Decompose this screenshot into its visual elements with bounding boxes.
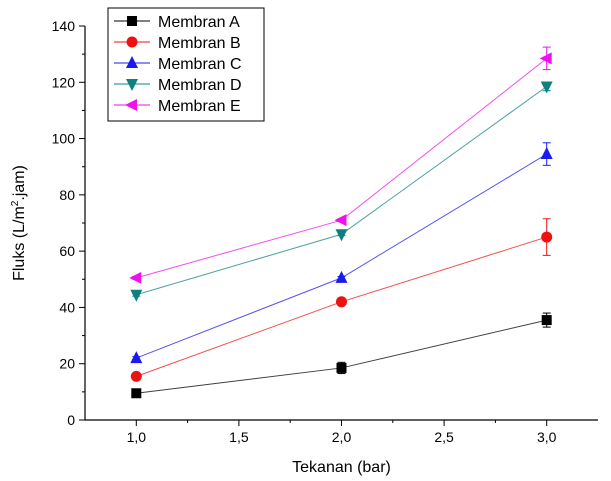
legend-label: Membran C — [158, 56, 242, 73]
x-tick-label: 2,0 — [332, 429, 352, 445]
y-tick-label: 140 — [52, 18, 76, 34]
x-tick-label: 1,0 — [127, 429, 147, 445]
legend-marker — [126, 56, 138, 68]
data-point — [131, 388, 142, 399]
y-axis-title-main: Fluks (L/m — [11, 206, 28, 281]
series-line — [136, 319, 547, 394]
y-tick-label: 120 — [52, 74, 76, 90]
data-point — [129, 271, 142, 284]
legend-marker — [127, 16, 137, 26]
y-tick-label: 20 — [59, 356, 75, 372]
legend: Membran A Membran B Membran C Membran D Memb… — [107, 7, 265, 122]
series-2 — [130, 218, 553, 382]
data-point — [335, 270, 348, 283]
legend-marker — [126, 79, 138, 91]
y-axis-title: Fluks (L/m2.jam) — [10, 165, 28, 281]
legend-entry: Membran B — [114, 35, 241, 52]
series-layer — [129, 46, 553, 399]
y-tick-label: 60 — [59, 243, 75, 259]
legend-entry: Membran A — [114, 14, 240, 31]
legend-entry: Membran C — [114, 56, 242, 73]
data-point — [130, 289, 143, 302]
x-tick-label: 2,5 — [434, 429, 454, 445]
legend-label: Membran E — [158, 98, 241, 115]
axes: 1,0 1,5 2,0 2,5 3,0 0 20 40 60 80 100 120 140 — [52, 18, 598, 445]
legend-entry: Membran E — [114, 98, 241, 115]
data-point — [336, 362, 347, 373]
data-point — [540, 81, 553, 94]
x-tick-label: 3,0 — [537, 429, 557, 445]
legend-label: Membran A — [158, 14, 240, 31]
data-point — [539, 52, 552, 65]
legend-entry: Membran D — [114, 77, 242, 94]
y-tick-label: 100 — [52, 131, 76, 147]
y-axis-title-tail: .jam) — [11, 165, 28, 201]
data-point — [540, 147, 553, 160]
data-point — [336, 296, 347, 308]
data-point — [130, 351, 143, 364]
y-axis-title-superscript: 2 — [10, 200, 21, 206]
series-4 — [130, 81, 553, 302]
data-point — [335, 229, 348, 242]
y-tick-label: 0 — [67, 412, 75, 428]
data-point — [130, 370, 142, 382]
series-1 — [131, 312, 552, 399]
y-tick-label: 80 — [59, 187, 75, 203]
legend-marker — [126, 36, 138, 48]
legend-marker — [125, 99, 137, 111]
data-point — [541, 231, 553, 243]
series-3 — [130, 142, 553, 364]
data-point — [334, 214, 347, 227]
y-tick-label: 40 — [59, 299, 75, 315]
x-axis-title: Tekanan (bar) — [292, 459, 391, 476]
legend-label: Membran D — [158, 77, 242, 94]
legend-label: Membran B — [158, 35, 241, 52]
x-tick-label: 1,5 — [229, 429, 249, 445]
series-5 — [129, 46, 552, 284]
data-point — [541, 315, 552, 326]
